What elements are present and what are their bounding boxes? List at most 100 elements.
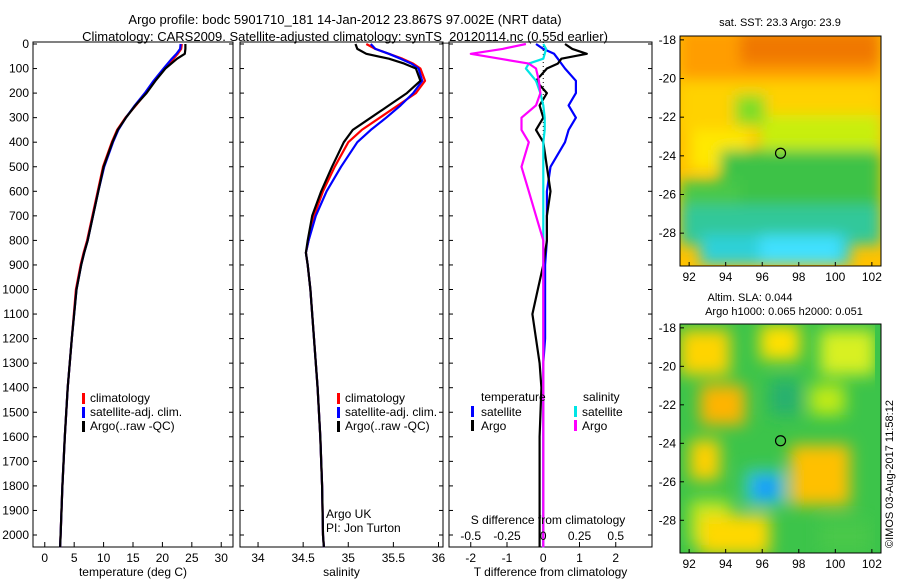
- depth-tick-label: 1600: [2, 430, 29, 444]
- temperature-legend-swatch: [82, 407, 85, 418]
- temperature-xtick-label: 30: [215, 551, 229, 565]
- depth-tick-label: 300: [9, 111, 29, 125]
- depth-tick-label: 1200: [2, 332, 29, 346]
- depth-tick-label: 0: [22, 37, 29, 51]
- depth-tick-label: 400: [9, 135, 29, 149]
- salinity-legend-swatch: [337, 393, 340, 404]
- figure-title-line-1: Argo profile: bodc 5901710_181 14-Jan-20…: [128, 12, 562, 27]
- diff-legend-temperature-label: Argo: [481, 419, 507, 433]
- sst_map-xtick-label: 102: [862, 270, 882, 284]
- charts-layer: 0 5 10 15 20 25 300100200300400500600700800900…: [2, 17, 882, 579]
- salinity-legend-label: Argo(..raw -QC): [345, 419, 430, 433]
- credit-text: ©IMOS 03-Aug-2017 11:58:12: [884, 400, 896, 548]
- salinity-difference-tick-label: 0.25: [568, 529, 592, 543]
- salinity-xtick-label: 34: [251, 551, 265, 565]
- differences-xtick-label: 1: [576, 551, 583, 565]
- temperature-series-satellite-adj-clim-: [59, 43, 182, 548]
- salinity-xtick-label: 36: [432, 551, 446, 565]
- depth-tick-label: 800: [9, 233, 29, 247]
- temperature-xtick-label: 25: [185, 551, 199, 565]
- sst-map-title: sat. SST: 23.3 Argo: 23.9: [719, 17, 841, 29]
- sst_map-xtick-label: 94: [719, 270, 733, 284]
- temperature-series-argo-raw-qc-: [59, 44, 187, 548]
- depth-tick-label: 1500: [2, 405, 29, 419]
- depth-tick-label: 500: [9, 160, 29, 174]
- sla-map-colorfield: [680, 324, 881, 553]
- differences-xlabel: T difference from climatology: [474, 565, 628, 579]
- salinity-xlabel: salinity: [323, 565, 360, 579]
- diff-legend-salinity-label: satellite: [582, 405, 623, 419]
- depth-tick-label: 1300: [2, 356, 29, 370]
- salinity-difference-axis-label: S difference from climatology: [471, 513, 626, 527]
- sla-map-title-line-2: Argo h1000: 0.065 h2000: 0.051: [705, 306, 863, 318]
- salinity-annotation: Argo UK: [326, 507, 371, 521]
- sst_map-ytick-label: -22: [659, 110, 677, 124]
- panel-sla_map: 92 94 96 98 100 102 -18 -20 -22 -24 -26 -28 Altim. S…: [659, 292, 883, 571]
- salinity-series-argo-raw-qc-: [304, 43, 422, 548]
- temperature-xtick-label: 20: [156, 551, 170, 565]
- temperature-xlabel: temperature (deg C): [79, 565, 187, 579]
- diff-legend-salinity-swatch: [574, 406, 577, 417]
- salinity-legend-label: satellite-adj. clim.: [345, 405, 437, 419]
- sst_map-xtick-label: 100: [825, 270, 845, 284]
- sla_map-frame: [679, 323, 882, 554]
- depth-tick-label: 1100: [3, 307, 29, 321]
- sst_map-xtick-label: 96: [756, 270, 770, 284]
- salinity-difference-tick-label: 0: [540, 529, 547, 543]
- differences-frame: [448, 41, 653, 548]
- sst_map-ytick-label: -18: [659, 33, 677, 47]
- argo-position-marker: [774, 435, 787, 447]
- diff-legend-temperature-swatch: [471, 420, 474, 431]
- salinity-series-satellite-adj-clim-: [304, 43, 424, 548]
- sst_map-ytick-label: -24: [659, 149, 677, 163]
- sla-map-title-line-1: Altim. SLA: 0.044: [708, 292, 793, 304]
- diff-legend-salinity-swatch: [574, 420, 577, 431]
- diff-legend-temperature-label: satellite: [481, 405, 522, 419]
- salinity-legend-swatch: [337, 421, 340, 432]
- temperature-legend-label: satellite-adj. clim.: [90, 405, 182, 419]
- depth-tick-label: 100: [9, 62, 29, 76]
- temperature-xtick-label: 0: [41, 551, 48, 565]
- panel-differences: -2 -1 0 1 2T difference from climatology temp…: [448, 41, 653, 579]
- differences-series-salinity-argo: [469, 42, 545, 548]
- depth-tick-label: 1800: [2, 479, 29, 493]
- panel-temperature: 0 5 10 15 20 25 300100200300400500600700800900…: [2, 37, 234, 579]
- panel-salinity: 34 34.5 35 35.5 36 salinity climatologysatelli…: [239, 41, 446, 579]
- salinity-difference-tick-label: 0.5: [607, 529, 624, 543]
- sla_map-xtick-label: 98: [792, 557, 806, 571]
- depth-tick-label: 900: [9, 258, 29, 272]
- temperature-legend-label: Argo(..raw -QC): [90, 419, 175, 433]
- depth-tick-label: 2000: [2, 528, 29, 542]
- diff-legend-title-temperature: temperature: [481, 390, 546, 404]
- sst_map-xtick-label: 92: [682, 270, 696, 284]
- temperature-legend-label: climatology: [90, 391, 150, 405]
- salinity-xtick-label: 34.5: [291, 551, 315, 565]
- differences-xtick-label: 0: [540, 551, 547, 565]
- salinity-difference-tick-label: -0.25: [493, 529, 521, 543]
- salinity-annotation: PI: Jon Turton: [326, 521, 401, 535]
- differences-xtick-label: -2: [465, 551, 476, 565]
- sla_map-xtick-label: 94: [719, 557, 733, 571]
- differences-xtick-label: -1: [502, 551, 513, 565]
- salinity-difference-tick-label: -0.5: [460, 529, 481, 543]
- salinity-xtick-label: 35: [342, 551, 356, 565]
- temperature-xtick-label: 5: [71, 551, 78, 565]
- sst_map-ytick-label: -28: [659, 226, 677, 240]
- salinity-xtick-label: 35.5: [382, 551, 406, 565]
- salinity-frame: [239, 41, 444, 548]
- depth-tick-label: 1400: [2, 381, 29, 395]
- salinity-legend-label: climatology: [345, 391, 405, 405]
- panel-sst_map: 92 94 96 98 100 102 -18 -20 -22 -24 -26 -28 sat. SST…: [659, 17, 883, 284]
- depth-tick-label: 600: [9, 184, 29, 198]
- depth-tick-label: 700: [9, 209, 29, 223]
- temperature-xtick-label: 15: [126, 551, 140, 565]
- temperature-legend-swatch: [82, 421, 85, 432]
- sst-map-colorfield: [680, 36, 881, 266]
- differences-series-temperature-argo: [531, 43, 588, 548]
- temperature-legend-swatch: [82, 393, 85, 404]
- diff-legend-temperature-swatch: [471, 406, 474, 417]
- sla_map-ytick-label: -20: [659, 359, 677, 373]
- temperature-series-climatology: [59, 43, 183, 548]
- sla_map-ytick-label: -18: [659, 321, 677, 335]
